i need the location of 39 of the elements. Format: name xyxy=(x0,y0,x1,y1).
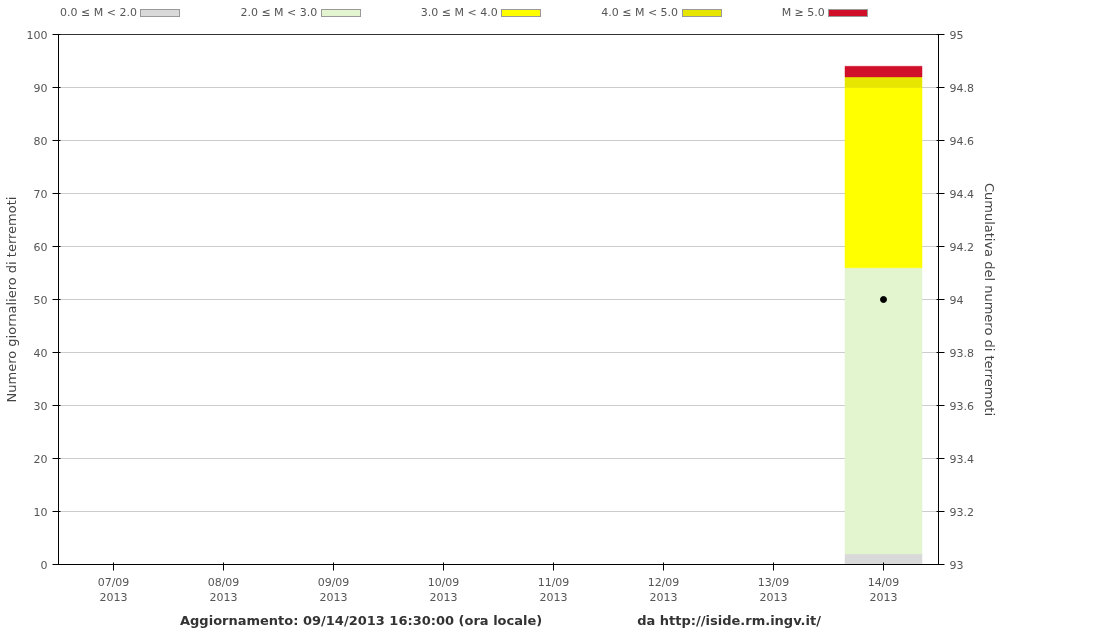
y2-tick-label: 93.2 xyxy=(949,505,974,519)
legend-label: 2.0 ≤ M < 3.0 xyxy=(240,5,319,21)
x-tick-label: 07/09 2013 xyxy=(97,575,130,604)
y2-tick-label: 94.2 xyxy=(949,240,974,254)
y2-tick-label: 93.8 xyxy=(949,346,974,360)
y-tick-label: 40 xyxy=(33,346,48,360)
y2-tick-label: 93.4 xyxy=(949,452,974,466)
y2-tick-label: 94 xyxy=(949,293,964,307)
y-tick-label: 80 xyxy=(33,134,48,148)
y-tick-label: 60 xyxy=(33,240,48,254)
y-tick-label: 90 xyxy=(33,81,48,95)
y-tick-label: 0 xyxy=(40,558,48,572)
legend-label: 0.0 ≤ M < 2.0 xyxy=(60,5,138,21)
x-tick-label: 12/09 2013 xyxy=(647,575,680,604)
legend-label: 3.0 ≤ M < 4.0 xyxy=(420,5,499,21)
y-tick-label: 30 xyxy=(33,399,48,413)
x-tick-label: 13/09 2013 xyxy=(757,575,790,604)
y-tick-label: 50 xyxy=(33,293,48,307)
legend-label: M ≥ 5.0 xyxy=(781,5,826,21)
text: da http://iside.rm.ingv.it/ xyxy=(637,611,821,630)
y2-axis-title: Cumulativa del numero di terremoti xyxy=(981,182,997,416)
legend-label: 4.0 ≤ M < 5.0 xyxy=(601,5,680,21)
x-tick-label: 11/09 2013 xyxy=(537,575,570,604)
x-tick-label: 10/09 2013 xyxy=(427,575,460,604)
y-tick-label: 100 xyxy=(26,28,48,42)
y-tick-label: 10 xyxy=(33,505,48,519)
y2-tick-label: 94.6 xyxy=(949,134,974,148)
y2-tick-label: 93.6 xyxy=(949,399,974,413)
x-tick-label: 09/09 2013 xyxy=(317,575,350,604)
y2-tick-label: 95 xyxy=(949,28,964,42)
y-tick-label: 70 xyxy=(33,187,48,201)
text: Aggiornamento: 09/14/2013 16:30:00 (ora locale) xyxy=(180,611,543,630)
y-tick-label: 20 xyxy=(33,452,48,466)
x-tick-label: 14/09 2013 xyxy=(867,575,900,604)
y-axis-title: Numero giornaliero di terremoti xyxy=(3,196,19,403)
y2-tick-label: 94.4 xyxy=(949,187,974,201)
y2-tick-label: 94.8 xyxy=(949,81,974,95)
x-tick-label: 08/09 2013 xyxy=(207,575,240,604)
y2-tick-label: 93 xyxy=(949,558,964,572)
